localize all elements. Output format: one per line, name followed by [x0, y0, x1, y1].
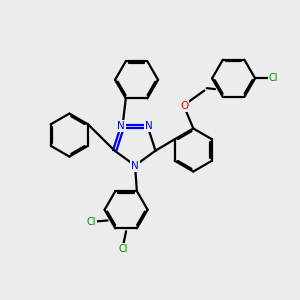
Text: O: O [180, 101, 188, 111]
Text: N: N [145, 121, 153, 131]
Text: Cl: Cl [269, 73, 278, 83]
Text: N: N [117, 121, 125, 131]
Text: Cl: Cl [86, 217, 96, 227]
Text: Cl: Cl [118, 244, 128, 254]
Text: N: N [131, 161, 139, 171]
